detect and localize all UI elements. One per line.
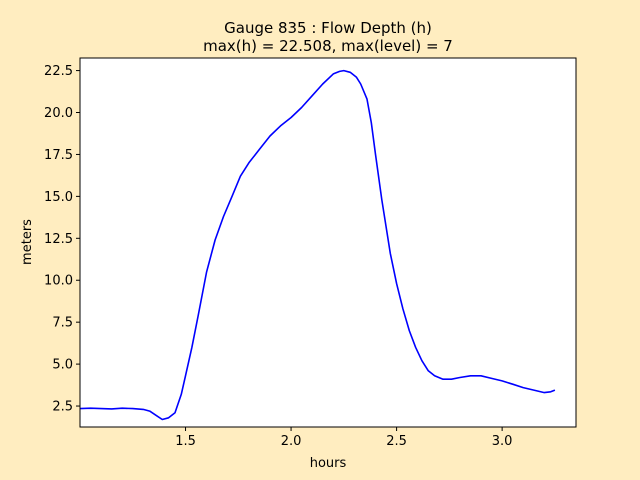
- chart-title-line1: Gauge 835 : Flow Depth (h): [224, 19, 432, 37]
- x-tick-label: 2.0: [281, 434, 302, 449]
- y-tick-label: 2.5: [52, 400, 73, 415]
- y-tick-label: 20.0: [44, 106, 73, 121]
- x-axis-label: hours: [310, 456, 347, 471]
- series-line: [79, 69, 556, 421]
- y-axis-label: meters: [20, 219, 35, 265]
- x-tick-label: 2.5: [386, 434, 407, 449]
- series-layer: [79, 69, 556, 421]
- chart-title-line2: max(h) = 22.508, max(level) = 7: [203, 37, 453, 55]
- plot-area: [80, 58, 576, 427]
- y-axis: 2.5 5.0 7.5 10.0 12.5 15.0 17.5 20.0 22.5: [44, 64, 80, 415]
- y-tick-label: 5.0: [52, 358, 73, 373]
- y-tick-label: 12.5: [44, 232, 73, 247]
- x-tick-label: 3.0: [492, 434, 513, 449]
- y-tick-label: 7.5: [52, 316, 73, 331]
- y-tick-label: 22.5: [44, 64, 73, 79]
- plot-frame: [79, 57, 577, 428]
- x-tick-label: 1.5: [175, 434, 196, 449]
- y-tick-label: 15.0: [44, 190, 73, 205]
- y-tick-label: 17.5: [44, 148, 73, 163]
- y-tick-label: 10.0: [44, 274, 73, 289]
- x-axis: 1.5 2.0 2.5 3.0: [175, 427, 512, 449]
